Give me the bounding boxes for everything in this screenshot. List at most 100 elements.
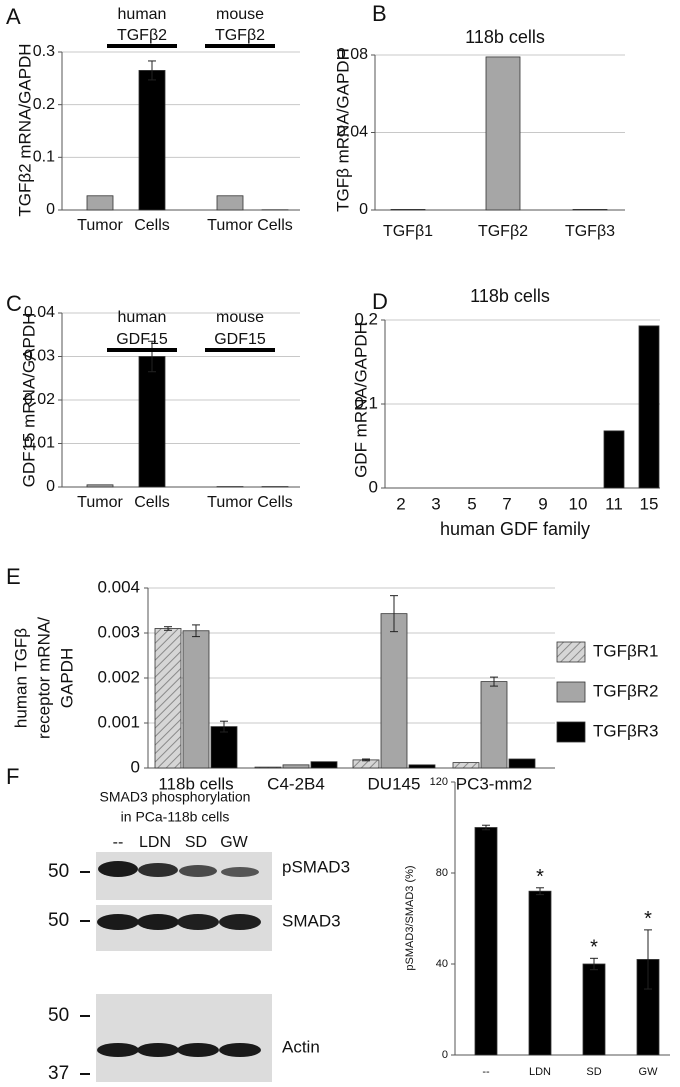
y-tick-label: 0.002: [97, 667, 140, 686]
row-label: pSMAD3: [282, 857, 350, 876]
x-tick-label: PC3-mm2: [456, 774, 533, 793]
bar: [572, 209, 608, 211]
x-tick-label: 118b cells: [158, 774, 233, 793]
band: [97, 1043, 139, 1057]
x-tick-label: 2: [396, 494, 405, 513]
y-axis-label: GAPDH: [57, 648, 76, 708]
x-tick-label: LDN: [529, 1066, 551, 1078]
lane-label: SD: [185, 834, 207, 851]
blot-title: SMAD3 phosphorylation: [100, 789, 251, 805]
x-tick-label: 5: [467, 494, 476, 513]
legend-label: TGFβR3: [593, 721, 659, 740]
size-marker: 37: [48, 1063, 69, 1084]
y-tick-label: 0: [359, 201, 368, 218]
error-bar: [362, 758, 370, 762]
group-label: human: [118, 309, 167, 326]
legend-swatch: [556, 681, 586, 703]
group-label: GDF15: [214, 331, 266, 348]
significance: *: [644, 908, 652, 930]
y-tick-label: 0.001: [97, 712, 140, 731]
group-label: TGFβ2: [215, 27, 265, 44]
x-tick-label: Tumor: [207, 494, 253, 511]
x-tick-label: 7: [502, 494, 511, 513]
y-tick-label: 0.03: [24, 348, 55, 365]
blot-row: [96, 994, 272, 1082]
bar: [282, 764, 310, 769]
y-tick-label: 0: [46, 478, 55, 495]
x-tick-label: Tumor: [77, 494, 123, 511]
y-tick-label: 0.2: [354, 309, 378, 328]
y-tick-label: 120: [430, 776, 448, 788]
error-bar: [644, 929, 652, 990]
y-axis-label: human TGFβ: [11, 628, 30, 728]
x-tick-label: TGFβ2: [478, 223, 528, 240]
size-marker: 50: [48, 861, 69, 882]
x-tick-label: Cells: [134, 494, 170, 511]
bar: [480, 681, 508, 769]
error-bar: [390, 595, 398, 633]
y-tick-label: 0.003: [97, 622, 140, 641]
band: [219, 1043, 261, 1057]
x-tick-label: GW: [639, 1066, 659, 1078]
western-blot: F SMAD3 phosphorylation in PCa-118b cell…: [6, 764, 350, 1084]
band: [179, 865, 217, 877]
y-tick-label: 0.004: [97, 577, 140, 596]
panel-letter: A: [6, 4, 21, 29]
group-label: mouse: [216, 309, 264, 326]
y-tick-label: 0.04: [337, 124, 368, 141]
error-bar: [482, 824, 490, 831]
y-tick-label: 0.1: [354, 393, 378, 412]
band: [221, 867, 259, 877]
y-axis-label: TGFβ2 mRNA/GAPDH: [15, 43, 34, 216]
bar: [485, 56, 521, 211]
size-marker: 50: [48, 910, 69, 931]
band: [138, 863, 178, 877]
bar: [86, 195, 114, 211]
error-bar: [220, 720, 228, 733]
x-tick-label: 15: [640, 494, 659, 513]
y-axis-label: TGFβ mRNA/GAPDH: [333, 48, 352, 212]
x-tick-label: DU145: [368, 774, 421, 793]
y-tick-label: 40: [436, 958, 448, 970]
bar: [390, 209, 426, 211]
x-tick-label: Cells: [134, 217, 170, 234]
legend-swatch: [556, 721, 586, 743]
bar: [138, 356, 166, 488]
bar: [452, 762, 480, 769]
legend-label: TGFβR1: [593, 641, 659, 660]
group-label: mouse: [216, 6, 264, 23]
band: [137, 1043, 179, 1057]
x-tick-label: Tumor: [77, 217, 123, 234]
marker-dashes: [80, 871, 90, 1075]
bar: [254, 766, 282, 769]
y-axis-label: GDF15 mRNA/GAPDH: [19, 313, 38, 488]
panel-letter: E: [6, 564, 21, 589]
band: [177, 1043, 219, 1057]
y-axis-label: receptor mRNA/: [34, 617, 53, 739]
panel-letter: F: [6, 764, 19, 789]
error-bar: [148, 340, 156, 373]
y-tick-label: 0.01: [24, 435, 55, 452]
group-label: GDF15: [116, 331, 168, 348]
size-marker: 50: [48, 1005, 69, 1026]
y-tick-label: 0: [46, 201, 55, 218]
x-tick-label: --: [482, 1066, 490, 1078]
x-tick-label: 10: [569, 494, 588, 513]
y-axis-label: pSMAD3/SMAD3 (%): [404, 865, 416, 970]
band: [177, 914, 219, 930]
chart-title: 118b cells: [465, 27, 545, 47]
x-tick-label: TGFβ1: [383, 223, 433, 240]
error-bar: [590, 957, 598, 971]
bar: [638, 325, 660, 489]
x-tick-label: Cells: [257, 494, 293, 511]
bar: [474, 827, 498, 1056]
legend-swatch: [556, 641, 586, 663]
x-tick-label: TGFβ3: [565, 223, 615, 240]
row-label: SMAD3: [282, 911, 341, 930]
y-tick-label: 0.02: [24, 391, 55, 408]
x-tick-label: SD: [586, 1066, 601, 1078]
bar: [216, 195, 244, 211]
y-tick-label: 0.08: [337, 46, 368, 63]
panel-letter: B: [372, 1, 387, 26]
group-label: TGFβ2: [117, 27, 167, 44]
